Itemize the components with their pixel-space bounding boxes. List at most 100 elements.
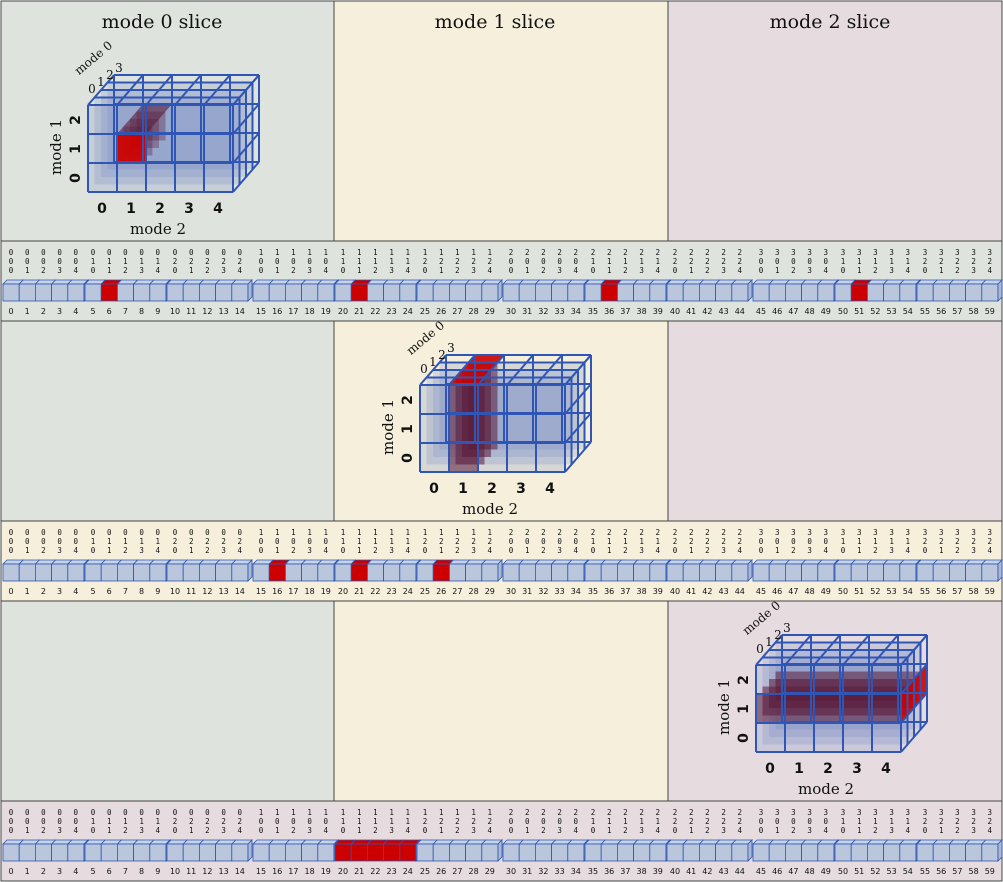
index-digit: 0 [341, 266, 346, 275]
index-digit: 2 [988, 817, 993, 826]
element-block [284, 563, 302, 582]
element-block [465, 563, 483, 582]
index-digit: 0 [74, 248, 79, 257]
index-digit: 2 [205, 257, 210, 266]
element-block [84, 563, 102, 582]
index-digit: 1 [275, 826, 280, 835]
element-block [850, 843, 868, 862]
index-digit: 1 [307, 808, 312, 817]
index-digit: 1 [324, 528, 329, 537]
element-index: 32 [538, 587, 548, 596]
index-digit: 0 [509, 817, 514, 826]
index-digit: 2 [238, 537, 243, 546]
index-digit: 1 [373, 817, 378, 826]
index-digit: 2 [689, 248, 694, 257]
index-digit: 1 [689, 546, 694, 555]
element-block [801, 563, 819, 582]
element-block [51, 563, 69, 582]
index-digit: 2 [705, 248, 710, 257]
element-index: 12 [202, 867, 212, 876]
element-block [817, 563, 835, 582]
index-digit: 3 [775, 248, 780, 257]
index-digit: 0 [41, 537, 46, 546]
element-index: 50 [838, 307, 848, 316]
edge [477, 354, 505, 386]
element-index: 26 [436, 587, 446, 596]
index-digit: 1 [341, 248, 346, 257]
element-block [817, 283, 835, 302]
index-digit: 3 [389, 826, 394, 835]
element-block [567, 843, 585, 862]
element-index: 53 [887, 587, 897, 596]
element-index: 10 [170, 587, 180, 596]
edge [900, 634, 928, 666]
index-digit: 1 [656, 537, 661, 546]
index-digit: 1 [439, 266, 444, 275]
index-digit: 1 [189, 546, 194, 555]
index-digit: 2 [557, 248, 562, 257]
index-digit: 1 [307, 248, 312, 257]
mode-2-tick: 1 [794, 761, 804, 777]
index-digit: 3 [139, 266, 144, 275]
element-block [35, 843, 53, 862]
index-digit: 1 [324, 808, 329, 817]
index-digit: 2 [673, 248, 678, 257]
index-digit: 1 [139, 257, 144, 266]
index-digit: 1 [906, 817, 911, 826]
element-block [100, 283, 118, 302]
index-digit: 2 [791, 546, 796, 555]
element-index: 27 [452, 307, 462, 316]
element-index: 55 [920, 587, 930, 596]
index-digit: 3 [307, 546, 312, 555]
edge [900, 663, 928, 695]
element-block [51, 283, 69, 302]
index-digit: 3 [721, 826, 726, 835]
element-index: 22 [370, 307, 380, 316]
mode-1-axis-label: mode 1 [715, 679, 733, 735]
index-digit: 1 [775, 826, 780, 835]
index-digit: 0 [275, 257, 280, 266]
element-index: 23 [387, 587, 397, 596]
index-digit: 1 [259, 248, 264, 257]
element-index: 25 [420, 867, 430, 876]
element-index: 58 [969, 867, 979, 876]
element-block [867, 283, 885, 302]
index-digit: 0 [205, 808, 210, 817]
element-block [768, 283, 786, 302]
index-digit: 4 [574, 546, 579, 555]
element-block [899, 563, 917, 582]
index-digit: 1 [156, 537, 161, 546]
index-digit: 2 [623, 826, 628, 835]
element-block [551, 843, 569, 862]
element-index: 45 [756, 867, 766, 876]
index-digit: 1 [439, 826, 444, 835]
index-digit: 2 [738, 248, 743, 257]
element-block [334, 843, 352, 862]
index-digit: 0 [841, 266, 846, 275]
index-digit: 1 [406, 808, 411, 817]
element-index: 13 [219, 307, 229, 316]
index-digit: 2 [873, 546, 878, 555]
unfolding-strip-1: 0000001100220033004401050116012701380149… [2, 528, 1003, 596]
element-block [215, 843, 233, 862]
index-digit: 2 [673, 528, 678, 537]
mode-0-tick: 2 [106, 68, 114, 82]
element-index: 18 [305, 587, 315, 596]
element-index: 31 [522, 587, 532, 596]
index-digit: 3 [307, 826, 312, 835]
element-block [932, 843, 950, 862]
index-digit: 2 [455, 546, 460, 555]
index-digit: 0 [574, 817, 579, 826]
element-block [867, 843, 885, 862]
element-index: 5 [90, 867, 95, 876]
element-index: 57 [952, 587, 962, 596]
index-digit: 0 [324, 257, 329, 266]
index-digit: 0 [123, 528, 128, 537]
edge [564, 441, 592, 473]
index-digit: 2 [439, 257, 444, 266]
panel-bg-r2-c1 [333, 600, 669, 802]
index-digit: 3 [889, 528, 894, 537]
element-block [133, 283, 151, 302]
index-digit: 0 [25, 808, 30, 817]
index-digit: 1 [389, 257, 394, 266]
